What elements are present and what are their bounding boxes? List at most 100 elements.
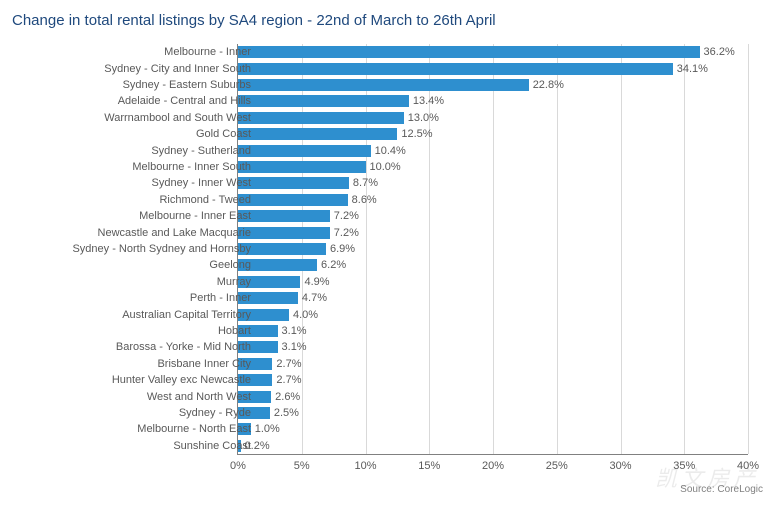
category-label: Hunter Valley exc Newcastle xyxy=(112,372,251,388)
bar xyxy=(238,79,529,91)
chart-container: Change in total rental listings by SA4 r… xyxy=(12,10,769,501)
bar xyxy=(238,177,349,189)
category-label: West and North West xyxy=(147,389,251,405)
bar-row: 2.7% xyxy=(238,356,748,372)
bar-row: 10.4% xyxy=(238,143,748,159)
bar-value-label: 2.7% xyxy=(272,356,301,372)
bar xyxy=(238,46,700,58)
bar-row: 1.0% xyxy=(238,421,748,437)
category-label: Sydney - Sutherland xyxy=(151,143,251,159)
category-label: Warrnambool and South West xyxy=(104,110,251,126)
bar-row: 36.2% xyxy=(238,44,748,60)
category-label: Melbourne - North East xyxy=(137,421,251,437)
bar-row: 22.8% xyxy=(238,77,748,93)
bar-value-label: 36.2% xyxy=(700,44,735,60)
category-label: Australian Capital Territory xyxy=(122,307,251,323)
bar-row: 4.7% xyxy=(238,290,748,306)
x-axis-tick: 10% xyxy=(354,454,376,472)
bar-row: 8.7% xyxy=(238,175,748,191)
bar-row: 13.0% xyxy=(238,110,748,126)
x-axis-tick: 0% xyxy=(230,454,246,472)
bar-row: 6.9% xyxy=(238,241,748,257)
bar-value-label: 13.4% xyxy=(409,93,444,109)
plot-area: 0%5%10%15%20%25%30%35%40%36.2%34.1%22.8%… xyxy=(237,44,748,455)
bar xyxy=(238,95,409,107)
bar-value-label: 8.6% xyxy=(348,192,377,208)
bar-row: 4.0% xyxy=(238,307,748,323)
category-label: Geelong xyxy=(209,257,251,273)
x-axis-tick: 20% xyxy=(482,454,504,472)
bar xyxy=(238,145,371,157)
bar-value-label: 34.1% xyxy=(673,61,708,77)
category-label: Hobart xyxy=(218,323,251,339)
x-axis-tick: 30% xyxy=(609,454,631,472)
x-axis-tick: 40% xyxy=(737,454,759,472)
bar xyxy=(238,194,348,206)
bar-row: 4.9% xyxy=(238,274,748,290)
bar xyxy=(238,243,326,255)
bar-row: 2.7% xyxy=(238,372,748,388)
bar-row: 34.1% xyxy=(238,61,748,77)
category-label: Melbourne - Inner South xyxy=(132,159,251,175)
bar-value-label: 8.7% xyxy=(349,175,378,191)
x-axis-tick: 35% xyxy=(673,454,695,472)
bar xyxy=(238,112,404,124)
bar xyxy=(238,161,366,173)
x-axis-tick: 15% xyxy=(418,454,440,472)
bar-value-label: 10.0% xyxy=(366,159,401,175)
bar-row: 7.2% xyxy=(238,225,748,241)
bar-value-label: 2.6% xyxy=(271,389,300,405)
bar-value-label: 3.1% xyxy=(278,323,307,339)
bar-row: 6.2% xyxy=(238,257,748,273)
category-label: Melbourne - Inner xyxy=(164,44,251,60)
x-axis-tick: 5% xyxy=(294,454,310,472)
bar-value-label: 4.0% xyxy=(289,307,318,323)
bar-value-label: 12.5% xyxy=(397,126,432,142)
category-label: Sydney - Inner West xyxy=(152,175,251,191)
bar-value-label: 2.5% xyxy=(270,405,299,421)
bar-row: 2.5% xyxy=(238,405,748,421)
chart-title: Change in total rental listings by SA4 r… xyxy=(12,12,496,29)
bar xyxy=(238,63,673,75)
category-label: Barossa - Yorke - Mid North xyxy=(116,339,251,355)
chart-source: Source: CoreLogic xyxy=(680,484,763,495)
bar xyxy=(238,128,397,140)
category-label: Gold Coast xyxy=(196,126,251,142)
category-label: Sydney - Eastern Suburbs xyxy=(123,77,251,93)
bar-row: 10.0% xyxy=(238,159,748,175)
bar-row: 2.6% xyxy=(238,389,748,405)
bar xyxy=(238,227,330,239)
bar xyxy=(238,210,330,222)
bar-value-label: 1.0% xyxy=(251,421,280,437)
bar-value-label: 10.4% xyxy=(371,143,406,159)
bar-value-label: 3.1% xyxy=(278,339,307,355)
bar-row: 13.4% xyxy=(238,93,748,109)
category-label: Murray xyxy=(217,274,251,290)
gridline xyxy=(748,44,749,454)
bar-value-label: 7.2% xyxy=(330,208,359,224)
category-label: Sydney - Ryde xyxy=(179,405,251,421)
bar-row: 7.2% xyxy=(238,208,748,224)
category-label: Newcastle and Lake Macquarie xyxy=(98,225,251,241)
bar-row: 3.1% xyxy=(238,323,748,339)
bar-value-label: 4.9% xyxy=(300,274,329,290)
bar-value-label: 7.2% xyxy=(330,225,359,241)
bar-value-label: 22.8% xyxy=(529,77,564,93)
bar-row: 3.1% xyxy=(238,339,748,355)
category-label: Brisbane Inner City xyxy=(157,356,251,372)
bar-value-label: 4.7% xyxy=(298,290,327,306)
bar-value-label: 2.7% xyxy=(272,372,301,388)
bar-row: 12.5% xyxy=(238,126,748,142)
bar-value-label: 6.9% xyxy=(326,241,355,257)
category-label: Adelaide - Central and Hills xyxy=(118,93,251,109)
category-label: Perth - Inner xyxy=(190,290,251,306)
category-label: Sydney - City and Inner South xyxy=(104,61,251,77)
bar-row: 0.2% xyxy=(238,438,748,454)
bar-row: 8.6% xyxy=(238,192,748,208)
category-label: Melbourne - Inner East xyxy=(139,208,251,224)
x-axis-tick: 25% xyxy=(546,454,568,472)
bar-value-label: 6.2% xyxy=(317,257,346,273)
category-label: Richmond - Tweed xyxy=(159,192,251,208)
category-label: Sunshine Coast xyxy=(173,438,251,454)
category-label: Sydney - North Sydney and Hornsby xyxy=(72,241,251,257)
